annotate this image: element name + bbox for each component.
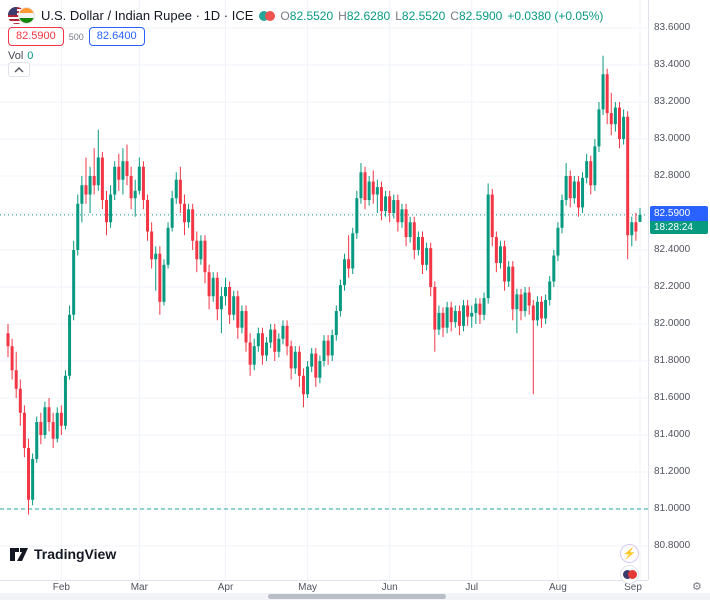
last-price-value: 82.5900	[650, 205, 708, 221]
boost-button[interactable]: ⚡	[620, 544, 639, 563]
ohlc-values: O82.5520 H82.6280 L82.5520 C82.5900 +0.0…	[280, 9, 603, 23]
price-axis-label: 82.0000	[654, 318, 691, 329]
time-axis-label: Sep	[624, 582, 642, 593]
price-axis-label: 80.8000	[654, 540, 691, 551]
buy-price-button[interactable]: 82.6400	[88, 27, 145, 46]
tradingview-logo[interactable]: TradingView	[10, 546, 116, 562]
time-axis-label: Mar	[130, 582, 148, 593]
bar-countdown-timer: 18:28:24	[650, 220, 708, 234]
volume-legend: Vol 0	[8, 50, 33, 62]
price-axis-label: 82.2000	[654, 281, 691, 292]
trade-panel: 82.5900 500 82.6400	[8, 27, 145, 46]
change-value: +0.0380 (+0.05%)	[507, 8, 604, 23]
volume-value: 0	[27, 50, 34, 62]
lightning-icon: ⚡	[622, 548, 637, 560]
chart-plot-area[interactable]: U.S. Dollar / Indian Rupee · 1D · ICE O8…	[0, 0, 648, 584]
close-value: 82.5900	[458, 8, 503, 23]
price-axis-label: 81.2000	[654, 466, 691, 477]
candlestick-chart[interactable]	[0, 0, 648, 580]
price-axis-label: 82.8000	[654, 170, 691, 181]
volume-label: Vol	[8, 50, 24, 62]
time-axis-label: Feb	[52, 582, 70, 593]
price-axis-label: 81.4000	[654, 429, 691, 440]
low-value: 82.5520	[401, 8, 446, 23]
bottom-scrollbar[interactable]	[0, 593, 710, 600]
symbol-title[interactable]: U.S. Dollar / Indian Rupee · 1D · ICE	[41, 8, 254, 23]
sell-price-button[interactable]: 82.5900	[8, 27, 64, 46]
tradingview-mark-icon	[10, 547, 28, 561]
low-label: L	[395, 8, 402, 23]
time-axis-label: Apr	[217, 582, 234, 593]
chevron-up-icon	[14, 66, 24, 72]
currency-pair-flags-icon	[8, 7, 35, 24]
price-axis-label: 82.4000	[654, 244, 691, 255]
time-axis[interactable]: Feb Mar Apr May Jun Jul Aug Sep	[0, 580, 648, 593]
time-axis-label: Jul	[465, 582, 479, 593]
flags-pair-icon	[623, 570, 637, 579]
price-axis[interactable]: 82.5900 18:28:24 83.6000 83.4000 83.2000 83…	[648, 0, 710, 580]
price-axis-label: 83.6000	[654, 22, 691, 33]
chart-legend: U.S. Dollar / Indian Rupee · 1D · ICE O8…	[8, 7, 603, 24]
gear-glyph: ⚙	[692, 581, 702, 593]
mini-flags-icon	[259, 10, 276, 21]
instrument-flags-button[interactable]	[620, 565, 639, 584]
time-axis-label: Jun	[381, 582, 398, 593]
price-axis-label: 83.4000	[654, 59, 691, 70]
high-label: H	[338, 8, 347, 23]
chart-settings-icon[interactable]: ⚙	[692, 580, 702, 593]
high-value: 82.6280	[346, 8, 391, 23]
price-axis-label: 81.0000	[654, 503, 691, 514]
spread-value: 500	[68, 31, 84, 42]
open-value: 82.5520	[289, 8, 334, 23]
time-axis-label: Aug	[549, 582, 567, 593]
last-price-label: 82.5900 18:28:24	[650, 205, 708, 234]
collapse-indicator-button[interactable]	[8, 62, 30, 77]
scrollbar-thumb[interactable]	[268, 594, 446, 599]
tradingview-logo-text: TradingView	[34, 546, 117, 562]
close-label: C	[450, 8, 459, 23]
price-axis-label: 81.8000	[654, 355, 691, 366]
price-axis-label: 83.0000	[654, 133, 691, 144]
open-label: O	[280, 8, 290, 23]
price-axis-label: 81.6000	[654, 392, 691, 403]
price-axis-label: 83.2000	[654, 96, 691, 107]
time-axis-label: May	[298, 582, 318, 593]
